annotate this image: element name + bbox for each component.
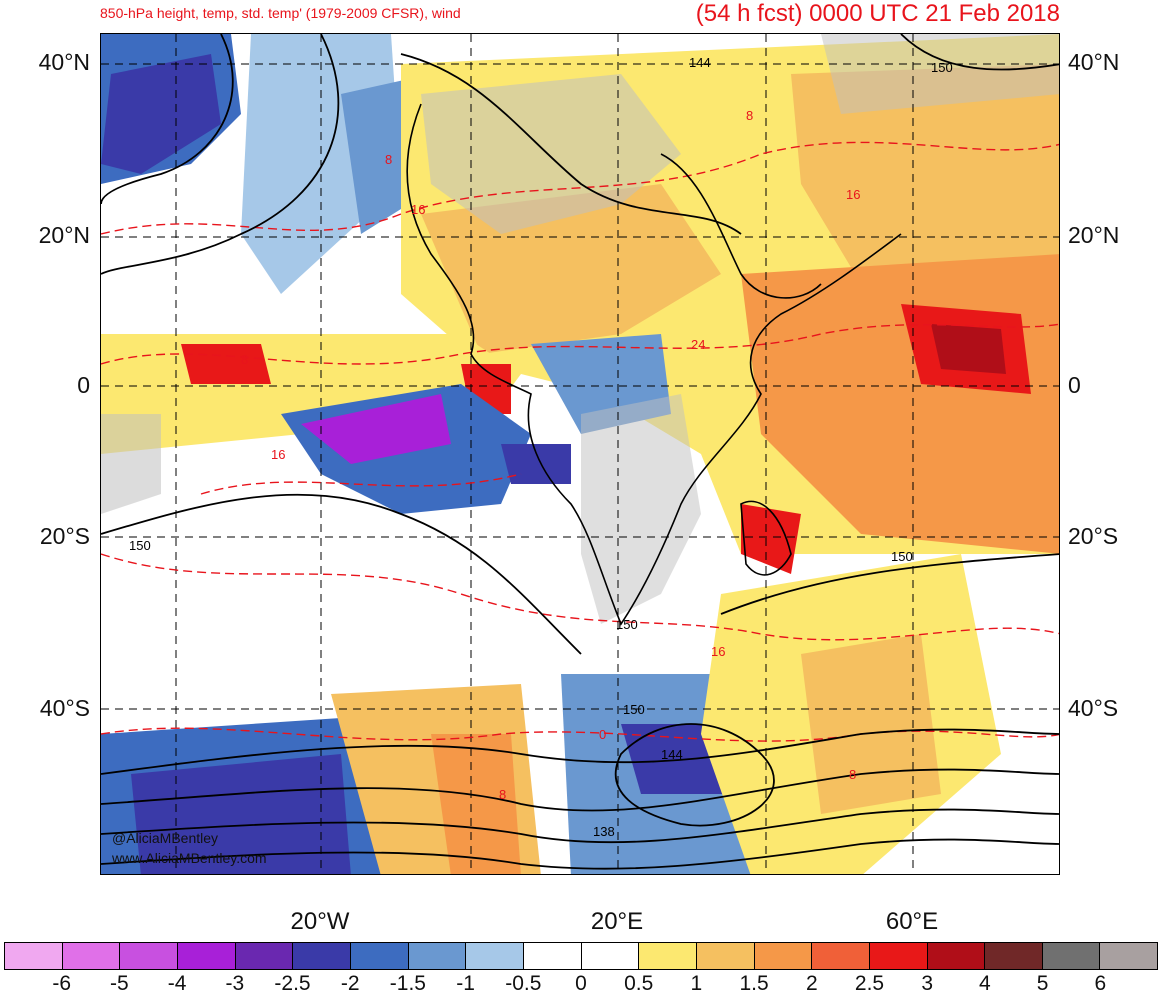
temperature-label: 16 bbox=[271, 447, 285, 462]
height-label: 150 bbox=[931, 60, 953, 75]
color-scale-label: -5 bbox=[110, 972, 129, 995]
color-scale-label: 5 bbox=[1036, 972, 1049, 995]
height-contours bbox=[101, 34, 1059, 870]
temperature-label: 16 bbox=[846, 187, 860, 202]
color-scale-segment bbox=[754, 943, 813, 969]
color-scale-label: 0.5 bbox=[624, 972, 654, 995]
temperature-label: 8 bbox=[849, 767, 856, 782]
color-scale-segment bbox=[120, 943, 178, 969]
color-scale-segment bbox=[350, 943, 409, 969]
color-scale-label: -1 bbox=[456, 972, 475, 995]
color-scale-segment bbox=[696, 943, 755, 969]
weather-map: 144 150 150 150 150 150 144 138 8 8 16 1… bbox=[100, 33, 1060, 875]
cool-anomaly-angola bbox=[501, 444, 571, 484]
color-scale-label: -2 bbox=[340, 972, 360, 995]
color-scale-segment bbox=[985, 943, 1043, 969]
color-scale-label: 6 bbox=[1094, 972, 1107, 995]
color-scale-label: 0 bbox=[575, 972, 587, 995]
height-label: 150 bbox=[616, 617, 638, 632]
color-scale-label: -2.5 bbox=[274, 972, 311, 995]
color-scale-segment bbox=[812, 943, 870, 969]
color-scale-segment bbox=[293, 943, 351, 969]
contour-label-layer: 144 150 150 150 150 150 144 138 8 8 16 1… bbox=[129, 55, 953, 839]
lon-label-60e: 60°E bbox=[885, 908, 939, 935]
temperature-label: 0 bbox=[599, 727, 606, 742]
lat-label-equator-right: 0 bbox=[1068, 372, 1081, 398]
height-label: 150 bbox=[129, 538, 151, 553]
lat-label-20s-right: 20°S bbox=[1068, 523, 1119, 549]
color-scale-label: -6 bbox=[52, 972, 72, 995]
strong-cool-anomaly-south-atlantic bbox=[301, 394, 451, 464]
height-label: 144 bbox=[661, 747, 683, 762]
lon-label-20w: 20°W bbox=[290, 908, 350, 935]
height-label: 150 bbox=[891, 549, 913, 564]
lat-label-40n: 40°N bbox=[38, 49, 90, 75]
temperature-label: 8 bbox=[385, 152, 392, 167]
color-scale-bar bbox=[4, 942, 1158, 970]
lat-label-20n: 20°N bbox=[38, 222, 90, 248]
color-scale-label: 1 bbox=[690, 972, 703, 995]
credit-website[interactable]: www.AliciaMBentley.com bbox=[112, 850, 267, 866]
warm-anomaly-south-atlantic-core bbox=[431, 734, 521, 874]
very-hot-anomaly-arabian-sea bbox=[931, 324, 1006, 374]
color-scale-label: 4 bbox=[979, 972, 991, 995]
lat-label-40n-right: 40°N bbox=[1068, 49, 1120, 75]
color-scale-label: -3 bbox=[225, 972, 245, 995]
lat-lon-grid bbox=[101, 34, 1059, 874]
warm-anomaly-southern-indian-core bbox=[801, 634, 941, 814]
temperature-label: 8 bbox=[499, 787, 506, 802]
color-scale-segment bbox=[466, 943, 524, 969]
color-scale-segment bbox=[5, 943, 63, 969]
land-layer bbox=[101, 34, 1059, 624]
coastlines bbox=[406, 103, 902, 626]
lat-label-20s: 20°S bbox=[39, 523, 90, 549]
temperature-label: 16 bbox=[411, 202, 425, 217]
temperature-label: 24 bbox=[691, 337, 705, 352]
lat-label-40s-right: 40°S bbox=[1068, 695, 1119, 721]
temperature-label: 16 bbox=[711, 644, 725, 659]
land-southern-africa bbox=[581, 394, 701, 624]
lat-label-20n-right: 20°N bbox=[1068, 222, 1120, 248]
temperature-label: 8 bbox=[746, 108, 753, 123]
color-scale-segment bbox=[869, 943, 928, 969]
color-scale-label: 3 bbox=[921, 972, 934, 995]
height-label: 138 bbox=[593, 824, 615, 839]
color-scale-label: 2 bbox=[805, 972, 818, 995]
color-scale-label: -4 bbox=[167, 972, 187, 995]
color-scale-segment bbox=[408, 943, 467, 969]
color-scale-label: -0.5 bbox=[505, 972, 542, 995]
height-label: 144 bbox=[689, 55, 711, 70]
color-scale-segment bbox=[235, 943, 294, 969]
color-scale-segment bbox=[639, 943, 697, 969]
color-scale-label: 2.5 bbox=[854, 972, 885, 995]
color-scale-label: 1.5 bbox=[739, 972, 769, 995]
lat-label-equator: 0 bbox=[77, 372, 90, 398]
color-scale-segment bbox=[581, 943, 640, 969]
color-scale-segment bbox=[62, 943, 121, 969]
chart-title: 850-hPa height, temp, std. temp' (1979-2… bbox=[100, 5, 461, 21]
height-label: 150 bbox=[623, 702, 645, 717]
hot-anomaly-atlantic-west bbox=[181, 344, 271, 384]
forecast-time: (54 h fcst) 0000 UTC 21 Feb 2018 bbox=[695, 0, 1060, 27]
temperature-contours bbox=[101, 141, 1059, 742]
color-scale-segment bbox=[1100, 943, 1158, 969]
color-scale-label: -1.5 bbox=[389, 972, 426, 995]
hot-anomaly-madagascar bbox=[741, 504, 801, 574]
strong-cool-anomaly-southwest bbox=[131, 754, 351, 874]
credit-handle[interactable]: @AliciaMBentley bbox=[112, 830, 219, 846]
color-scale-segment bbox=[1042, 943, 1101, 969]
land-asia bbox=[821, 34, 1059, 114]
color-scale-segment bbox=[523, 943, 582, 969]
color-scale-segment bbox=[927, 943, 986, 969]
lon-label-20e: 20°E bbox=[590, 908, 644, 935]
lat-label-40s: 40°S bbox=[39, 695, 90, 721]
color-scale-segment bbox=[177, 943, 236, 969]
land-north-africa bbox=[421, 74, 681, 234]
temperature-label: 8 bbox=[241, 352, 248, 367]
land-south-america bbox=[101, 414, 161, 514]
strong-cool-anomaly-northwest bbox=[101, 54, 221, 174]
